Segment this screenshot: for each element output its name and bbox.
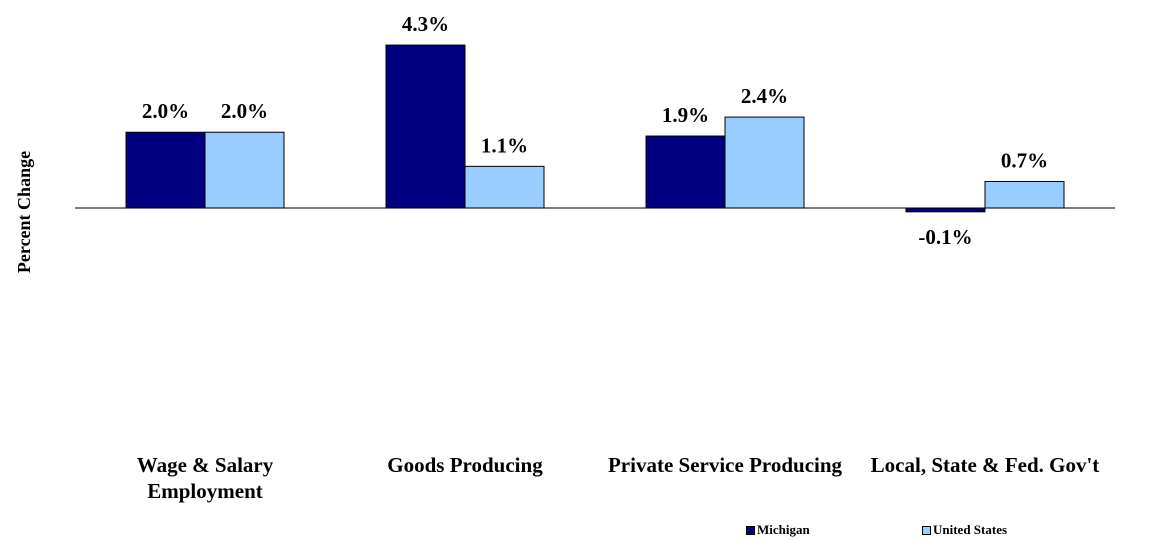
bar xyxy=(905,207,986,213)
bar xyxy=(204,131,285,209)
value-label: 0.7% xyxy=(1001,149,1048,173)
bar xyxy=(125,131,206,209)
value-label: 2.4% xyxy=(741,84,788,108)
value-label: 1.1% xyxy=(481,133,528,157)
legend-label: United States xyxy=(933,522,1008,537)
category-label: Private Service Producing xyxy=(607,453,843,477)
bar xyxy=(645,135,726,209)
value-label: 1.9% xyxy=(662,103,709,127)
legend-swatch xyxy=(746,525,755,535)
category-label: Local, State & Fed. Gov't xyxy=(870,453,1100,477)
category-label: Goods Producing xyxy=(387,453,543,477)
y-axis-title: Percent Change xyxy=(14,151,34,273)
bar xyxy=(385,44,466,209)
legend-item: United States xyxy=(922,522,1007,538)
category-label: Wage & Salary Employment xyxy=(136,453,274,503)
value-label: 2.0% xyxy=(142,99,189,123)
value-label: 2.0% xyxy=(221,99,268,123)
bar xyxy=(724,116,805,209)
legend-label: Michigan xyxy=(757,522,810,537)
legend-swatch xyxy=(922,525,931,535)
bar xyxy=(984,181,1065,209)
bar xyxy=(464,165,545,209)
value-label: 4.3% xyxy=(402,12,449,36)
value-label: -0.1% xyxy=(918,225,972,249)
legend-item: Michigan xyxy=(746,522,810,538)
